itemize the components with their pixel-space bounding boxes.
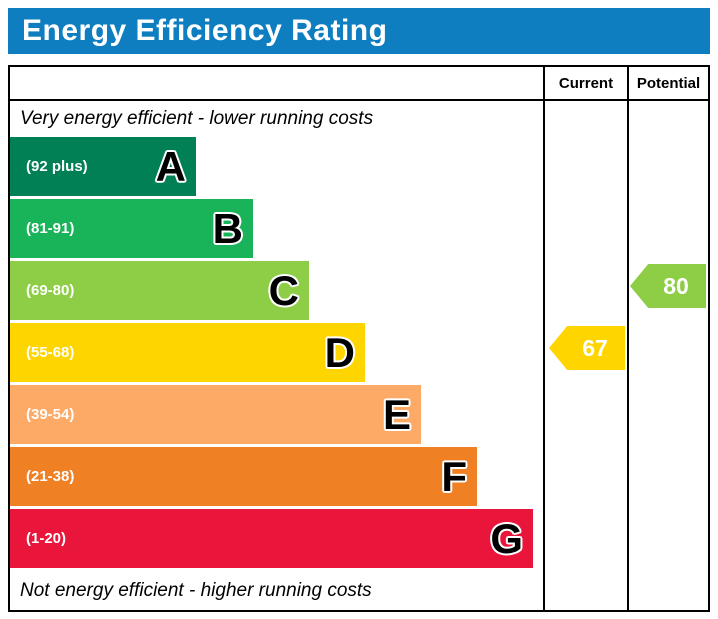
band-f-bar: (21-38) F <box>10 447 477 506</box>
band-g-bar: (1-20) G <box>10 509 533 568</box>
energy-efficiency-chart: Very energy efficient - lower running co… <box>8 65 710 612</box>
band-b-letter: B <box>212 204 243 252</box>
band-a-range: (92 plus) <box>26 158 88 175</box>
band-a-bar: (92 plus) A <box>10 137 196 196</box>
band-e-range: (39-54) <box>26 406 75 423</box>
current-column: Current 67 <box>543 67 627 610</box>
title-bar: Energy Efficiency Rating <box>8 8 710 54</box>
current-marker: 67 <box>549 326 625 370</box>
rating-bars: (92 plus) A (81-91) B (69-80) C (55-68) … <box>10 137 543 571</box>
band-e-bar: (39-54) E <box>10 385 421 444</box>
page-title: Energy Efficiency Rating <box>22 14 388 47</box>
bands-column: Very energy efficient - lower running co… <box>10 67 543 610</box>
band-f-range: (21-38) <box>26 468 75 485</box>
band-d-range: (55-68) <box>26 344 75 361</box>
band-b-bar: (81-91) B <box>10 199 253 258</box>
current-column-body: 67 <box>545 101 627 610</box>
band-e-letter: E <box>382 390 411 438</box>
band-b-range: (81-91) <box>26 220 75 237</box>
band-g-range: (1-20) <box>26 530 67 547</box>
top-note: Very energy efficient - lower running co… <box>20 108 374 129</box>
band-c-range: (69-80) <box>26 282 75 299</box>
potential-column: Potential 80 <box>627 67 708 610</box>
potential-column-body: 80 <box>629 101 708 610</box>
band-f-letter: F <box>441 452 467 500</box>
band-g-letter: G <box>490 514 523 562</box>
band-d-bar: (55-68) D <box>10 323 365 382</box>
bands-header-spacer <box>10 67 543 101</box>
current-header: Current <box>545 67 627 101</box>
potential-marker: 80 <box>630 264 706 308</box>
potential-value: 80 <box>663 272 689 299</box>
band-c-letter: C <box>268 266 299 314</box>
band-c-bar: (69-80) C <box>10 261 309 320</box>
current-value: 67 <box>582 334 608 361</box>
band-a-letter: A <box>155 142 186 190</box>
potential-header: Potential <box>629 67 708 101</box>
bottom-note: Not energy efficient - higher running co… <box>20 579 372 601</box>
band-d-letter: D <box>324 328 355 376</box>
